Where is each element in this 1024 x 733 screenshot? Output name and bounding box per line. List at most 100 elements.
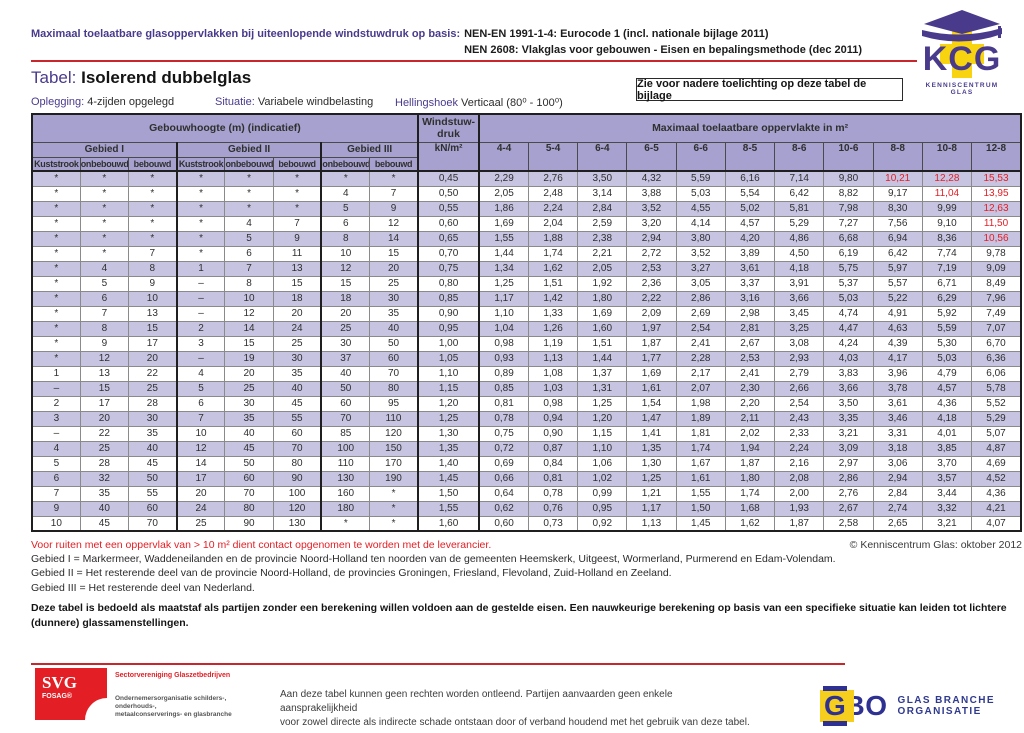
area-cell: 1,37 bbox=[577, 365, 628, 382]
area-cell: 7,98 bbox=[823, 200, 874, 217]
height-cell: * bbox=[176, 215, 226, 232]
area-cell: 4,03 bbox=[823, 350, 874, 367]
area-cell: 5,52 bbox=[971, 395, 1022, 412]
height-cell: 15 bbox=[320, 275, 371, 292]
norm-lines: NEN-EN 1991-1-4: Eurocode 1 (incl. natio… bbox=[464, 26, 862, 58]
height-cell: 17 bbox=[176, 470, 226, 487]
area-cell: 3,96 bbox=[872, 365, 923, 382]
area-cell: 3,46 bbox=[872, 410, 923, 427]
height-cell: 55 bbox=[127, 485, 178, 502]
height-cell: 7 bbox=[79, 305, 129, 322]
area-cell: 1,80 bbox=[577, 290, 628, 307]
area-cell: 1,77 bbox=[626, 350, 677, 367]
area-cell: 0,60 bbox=[478, 515, 529, 532]
height-cell: 35 bbox=[224, 410, 274, 427]
area-cell: 0,69 bbox=[478, 455, 529, 472]
area-cell: 3,20 bbox=[626, 215, 677, 232]
area-cell: 5,03 bbox=[675, 185, 726, 202]
height-cell: 6 bbox=[176, 395, 226, 412]
area-cell: 4,55 bbox=[675, 200, 726, 217]
area-cell: 4,69 bbox=[971, 455, 1022, 472]
group-header: Gebied I bbox=[31, 141, 178, 158]
area-cell: 1,87 bbox=[774, 515, 825, 532]
area-cell: 6,71 bbox=[921, 275, 973, 292]
area-cell: 5,29 bbox=[774, 215, 825, 232]
area-cell: 2,08 bbox=[774, 470, 825, 487]
height-cell: 10 bbox=[176, 425, 226, 442]
area-cell: 4,36 bbox=[971, 485, 1022, 502]
pressure-cell: 0,65 bbox=[416, 230, 481, 247]
height-cell: * bbox=[272, 185, 323, 202]
pressure-cell: 0,90 bbox=[416, 305, 481, 322]
area-cell: 1,34 bbox=[478, 260, 529, 277]
height-cell: 12 bbox=[369, 215, 419, 232]
area-cell: 2,76 bbox=[823, 485, 874, 502]
height-cell: 9 bbox=[127, 275, 178, 292]
area-cell: 1,35 bbox=[626, 440, 677, 457]
area-cell: 2,21 bbox=[577, 245, 628, 262]
area-cell: 3,16 bbox=[724, 290, 776, 307]
height-cell: * bbox=[79, 230, 129, 247]
area-cell: 1,15 bbox=[577, 425, 628, 442]
height-cell: 8 bbox=[224, 275, 274, 292]
pressure-cell: 0,60 bbox=[416, 215, 481, 232]
max-area-header: Maximaal toelaatbare oppervlakte in m² bbox=[478, 113, 1022, 143]
height-cell: 90 bbox=[224, 515, 274, 532]
area-cell: 0,87 bbox=[527, 440, 579, 457]
height-cell: 1 bbox=[176, 260, 226, 277]
area-cell: 3,37 bbox=[724, 275, 776, 292]
area-cell: 8,49 bbox=[971, 275, 1022, 292]
height-cell: 7 bbox=[31, 485, 81, 502]
header-row-groups: Gebied I Gebied II Gebied III kN/m² 4-4 5-4 6-… bbox=[31, 141, 1022, 172]
height-cell: 150 bbox=[369, 440, 419, 457]
height-cell: 4 bbox=[176, 365, 226, 382]
height-cell: * bbox=[31, 290, 81, 307]
area-cell: 0,99 bbox=[577, 485, 628, 502]
area-cell: 2,86 bbox=[823, 470, 874, 487]
area-cell: 0,81 bbox=[527, 470, 579, 487]
area-cell: 4,18 bbox=[921, 410, 973, 427]
height-cell: 40 bbox=[369, 320, 419, 337]
height-cell: 50 bbox=[369, 335, 419, 352]
area-cell: 1,61 bbox=[675, 470, 726, 487]
area-cell: 5,22 bbox=[872, 290, 923, 307]
area-cell: 1,74 bbox=[527, 245, 579, 262]
area-cell: 3,80 bbox=[675, 230, 726, 247]
param-hellingshoek: Hellingshoek Verticaal (80⁰ - 100⁰) bbox=[395, 97, 563, 109]
table-row: * * 7 * 6 11 10 15 0,70 1,44 1,74 2,21 2,72 3,52 3,89 4… bbox=[31, 245, 1022, 262]
area-cell: 5,30 bbox=[921, 335, 973, 352]
table-title: Tabel: Isolerend dubbelglas bbox=[31, 68, 251, 88]
area-cell: 12,63 bbox=[971, 200, 1022, 217]
area-cell: 3,06 bbox=[872, 455, 923, 472]
area-cell: 2,54 bbox=[675, 320, 726, 337]
table-row: * 7 13–12 20 20 35 0,90 1,10 1,33 1,69 2,09 2,69 2,9… bbox=[31, 305, 1022, 322]
area-cell: 2,79 bbox=[774, 365, 825, 382]
height-cell: 80 bbox=[224, 500, 274, 517]
height-cell: 15 bbox=[272, 275, 323, 292]
height-cell: 10 bbox=[320, 245, 371, 262]
area-cell: 1,92 bbox=[577, 275, 628, 292]
area-cell: 3,14 bbox=[577, 185, 628, 202]
area-cell: 2,16 bbox=[774, 455, 825, 472]
gbo-logo: G BO GLAS BRANCHE ORGANISATIE bbox=[820, 686, 1024, 726]
height-cell: 50 bbox=[320, 380, 371, 397]
height-cell: 60 bbox=[320, 395, 371, 412]
area-cell: 6,70 bbox=[971, 335, 1022, 352]
area-cell: 5,03 bbox=[921, 350, 973, 367]
pressure-cell: 0,50 bbox=[416, 185, 481, 202]
footnotes: Voor ruiten met een oppervlak van > 10 m… bbox=[31, 538, 1022, 595]
subcol-header: onbebouwd bbox=[79, 156, 129, 172]
height-cell: 60 bbox=[369, 350, 419, 367]
height-cell: 12 bbox=[224, 305, 274, 322]
height-cell: 55 bbox=[272, 410, 323, 427]
height-cell: 7 bbox=[369, 185, 419, 202]
group-header: Gebied II bbox=[176, 141, 323, 158]
height-cell: 3 bbox=[176, 335, 226, 352]
pressure-cell: 1,30 bbox=[416, 425, 481, 442]
height-cell: * bbox=[127, 230, 178, 247]
height-cell: 20 bbox=[320, 305, 371, 322]
height-cell: 15 bbox=[224, 335, 274, 352]
height-cell: * bbox=[127, 200, 178, 217]
area-cell: 7,14 bbox=[774, 170, 825, 187]
